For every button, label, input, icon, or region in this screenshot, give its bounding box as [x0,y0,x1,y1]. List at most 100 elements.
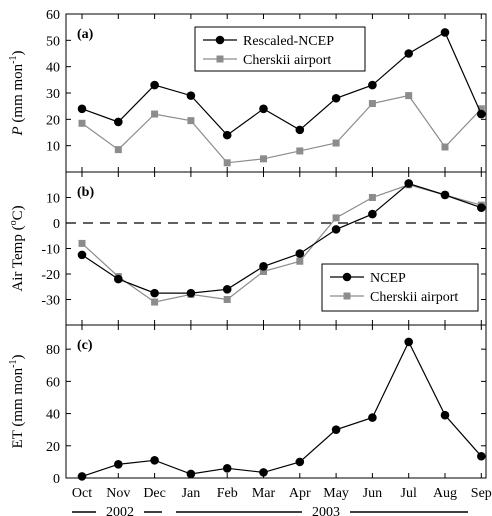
ylabel-unit: C) [10,205,26,220]
data-point [223,159,231,167]
data-point [295,457,305,467]
legend: NCEP Cherskii airport [321,263,479,312]
data-point [332,214,340,222]
data-point [477,451,486,461]
y-tick-label: 0 [53,217,60,232]
data-point [331,425,341,434]
panel-c: 0 20 40 60 80 (c) ET (mm mon-1) [8,324,487,487]
legend-label: NCEP [370,271,406,286]
data-point [114,274,123,284]
data-point [477,109,486,119]
data-point [440,28,450,37]
series-line [81,182,482,294]
data-point [114,117,123,127]
data-point [222,285,232,294]
y-tick-label: -10 [41,243,60,258]
legend-marker [342,272,352,282]
y-tick-label: 40 [46,408,60,423]
ylabel-units: (mm mon [10,63,26,126]
series-line [81,94,482,164]
data-point [332,139,340,147]
x-tick-label: Jun [363,486,382,501]
y-tick-label: 60 [46,8,60,23]
x-tick-label: Jul [401,486,417,501]
data-point [260,267,267,275]
x-tick-label: Dec [143,486,166,501]
data-point [77,104,87,114]
y-tick-label: 0 [53,472,60,487]
data-point [77,250,87,260]
legend-box [194,26,366,72]
legend-marker [215,35,225,45]
data-point [331,225,341,234]
ylabel-exponent: -1 [8,360,19,368]
data-point [223,296,231,303]
data-point [222,130,232,140]
panel-label: (c) [77,338,93,353]
data-point [150,455,159,465]
ylabel-exponent: o [8,220,19,225]
y-tick-label: 10 [46,140,60,155]
data-point [186,91,196,100]
ylabel-unit: ) [10,355,26,360]
data-point [150,288,159,298]
data-point [259,262,268,271]
y-tick-label: -20 [41,268,60,283]
y-tick-label: 40 [46,61,60,76]
legend-marker [343,292,351,300]
data-point [331,93,341,103]
y-axis-label: ET (mm mon-1) [8,355,26,449]
data-point [368,100,376,108]
data-point [441,143,449,151]
data-point [404,49,414,58]
x-tick-label: May [323,486,349,501]
x-tick-label: Apr [289,486,311,501]
x-tick-label: Feb [217,486,238,501]
panel-label: (a) [77,27,94,42]
data-point [405,92,413,100]
data-point [260,155,267,163]
ylabel-symbol: P [10,126,26,136]
data-point [368,80,377,90]
data-point [222,464,232,473]
y-tick-label: 10 [46,192,60,207]
y-tick-label: 20 [46,440,60,455]
data-point [368,413,377,422]
y-tick-label: 50 [46,34,60,49]
series-line [81,184,482,303]
legend-marker [216,55,224,63]
x-tick-label: Sep [471,486,492,501]
data-point [296,257,304,265]
data-point [78,239,86,247]
y-axis-label: P (mm mon-1) [8,50,26,136]
panel-label: (b) [77,185,94,200]
data-point [259,104,268,114]
y-tick-label: -30 [41,294,60,309]
x-tick-label: Mar [252,486,276,501]
data-point [78,119,86,127]
x-tick-label: Jan [182,486,201,501]
panel-a: 10 20 30 40 50 60 (a) P (mm mon-1) Rescaled-NCEP… [8,8,487,173]
data-point [368,194,376,201]
legend-label: Rescaled-NCEP [243,34,334,49]
y-tick-label: 80 [46,343,60,358]
legend-box [321,263,479,312]
data-point [296,147,304,155]
y-tick-label: 30 [46,87,60,102]
ylabel-close: ) [10,50,26,55]
data-point [186,288,196,298]
ylabel-text: ET (mm mon [10,367,26,448]
data-point [77,472,87,481]
data-point [151,110,159,118]
year-label: 2002 [106,505,134,516]
data-point [477,203,486,212]
data-point [440,410,450,420]
panel-b: -30 -20 -10 0 10 (b) Air Temp (oC) NCEP Cherskii… [8,171,487,326]
data-point [150,80,159,90]
x-tick-label: Nov [106,486,130,501]
data-point [295,125,305,135]
x-tick-label: Oct [72,486,92,501]
y-axis-label: Air Temp (oC) [8,205,26,291]
series-line [81,31,482,136]
data-point [404,179,414,188]
